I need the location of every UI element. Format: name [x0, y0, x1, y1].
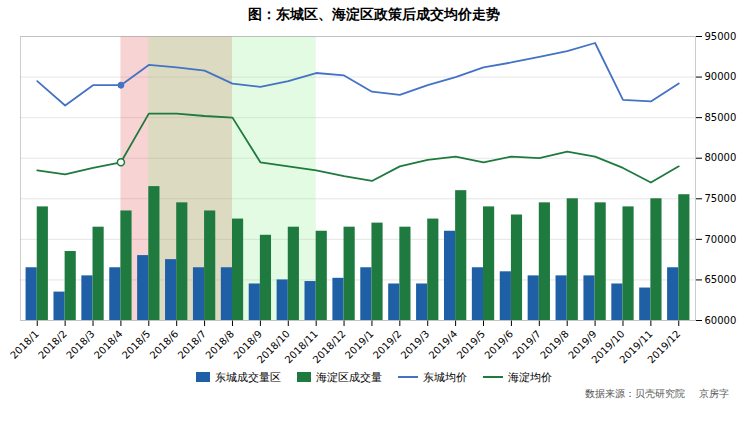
- svg-text:2018/9: 2018/9: [231, 328, 265, 361]
- svg-text:80000: 80000: [705, 152, 737, 163]
- svg-text:2018/5: 2018/5: [120, 328, 153, 361]
- svg-text:2019/12: 2019/12: [645, 328, 682, 365]
- svg-text:2018/8: 2018/8: [204, 328, 237, 361]
- html-text:东城均价: 东城均价: [422, 370, 467, 384]
- svg-text:2019/9: 2019/9: [566, 328, 599, 361]
- svg-text:65000: 65000: [705, 274, 737, 285]
- html-text:图：东城区、海淀区政策后成交均价走势: 图：东城区、海淀区政策后成交均价走势: [247, 6, 500, 22]
- svg-text:95000: 95000: [705, 31, 737, 42]
- html-text:京房字: 京房字: [699, 388, 729, 399]
- svg-text:2019/5: 2019/5: [455, 328, 488, 361]
- svg-text:75000: 75000: [705, 193, 737, 204]
- svg-text:2019/8: 2019/8: [538, 328, 571, 361]
- svg-text:2019/3: 2019/3: [399, 328, 432, 361]
- svg-text:2019/2: 2019/2: [371, 328, 404, 361]
- html-text:东城成交量区: 东城成交量区: [214, 370, 281, 384]
- svg-text:2018/7: 2018/7: [176, 328, 209, 361]
- svg-text:90000: 90000: [705, 71, 737, 82]
- svg-text:2019/4: 2019/4: [427, 328, 460, 361]
- svg-text:2018/11: 2018/11: [282, 328, 320, 366]
- svg-text:70000: 70000: [705, 234, 737, 245]
- svg-text:2018/3: 2018/3: [64, 328, 97, 361]
- html-text:海淀区成交量: 海淀区成交量: [315, 370, 382, 384]
- svg-text:2019/11: 2019/11: [617, 328, 655, 366]
- svg-text:60000: 60000: [705, 315, 737, 326]
- html-text:海淀均价: 海淀均价: [507, 370, 552, 384]
- svg-text:2019/1: 2019/1: [343, 328, 376, 361]
- svg-text:2018/6: 2018/6: [148, 328, 181, 361]
- svg-text:2018/4: 2018/4: [92, 328, 125, 361]
- svg-text:85000: 85000: [705, 112, 737, 123]
- svg-text:2018/1: 2018/1: [8, 328, 41, 361]
- svg-text:2019/6: 2019/6: [482, 328, 515, 361]
- svg-text:2018/10: 2018/10: [254, 328, 292, 366]
- svg-text:2018/12: 2018/12: [311, 328, 348, 365]
- html-text:数据来源：贝壳研究院: 数据来源：贝壳研究院: [585, 388, 685, 399]
- svg-text:2019/10: 2019/10: [589, 328, 627, 366]
- svg-text:2019/7: 2019/7: [510, 328, 543, 361]
- svg-text:2018/2: 2018/2: [36, 328, 69, 361]
